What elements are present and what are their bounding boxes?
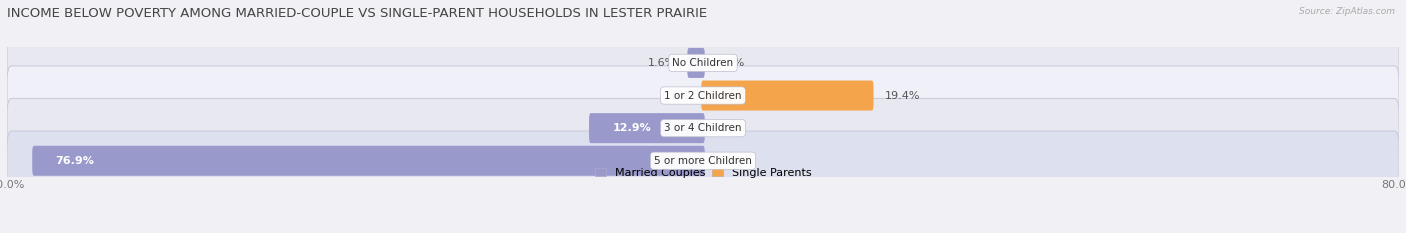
FancyBboxPatch shape <box>32 146 704 176</box>
Text: 5 or more Children: 5 or more Children <box>654 156 752 166</box>
Text: 0.0%: 0.0% <box>662 91 690 100</box>
Text: 1 or 2 Children: 1 or 2 Children <box>664 91 742 100</box>
Text: 19.4%: 19.4% <box>884 91 921 100</box>
Text: 76.9%: 76.9% <box>56 156 94 166</box>
Text: 12.9%: 12.9% <box>613 123 651 133</box>
Text: No Children: No Children <box>672 58 734 68</box>
Text: Source: ZipAtlas.com: Source: ZipAtlas.com <box>1299 7 1395 16</box>
FancyBboxPatch shape <box>589 113 704 143</box>
Text: 0.0%: 0.0% <box>716 156 744 166</box>
FancyBboxPatch shape <box>702 81 873 110</box>
Legend: Married Couples, Single Parents: Married Couples, Single Parents <box>591 163 815 182</box>
FancyBboxPatch shape <box>7 131 1399 190</box>
FancyBboxPatch shape <box>688 48 704 78</box>
FancyBboxPatch shape <box>7 66 1399 125</box>
FancyBboxPatch shape <box>7 33 1399 93</box>
Text: 0.0%: 0.0% <box>716 58 744 68</box>
Text: 1.6%: 1.6% <box>648 58 676 68</box>
Text: 0.0%: 0.0% <box>716 123 744 133</box>
Text: INCOME BELOW POVERTY AMONG MARRIED-COUPLE VS SINGLE-PARENT HOUSEHOLDS IN LESTER : INCOME BELOW POVERTY AMONG MARRIED-COUPL… <box>7 7 707 20</box>
FancyBboxPatch shape <box>7 99 1399 158</box>
Text: 3 or 4 Children: 3 or 4 Children <box>664 123 742 133</box>
